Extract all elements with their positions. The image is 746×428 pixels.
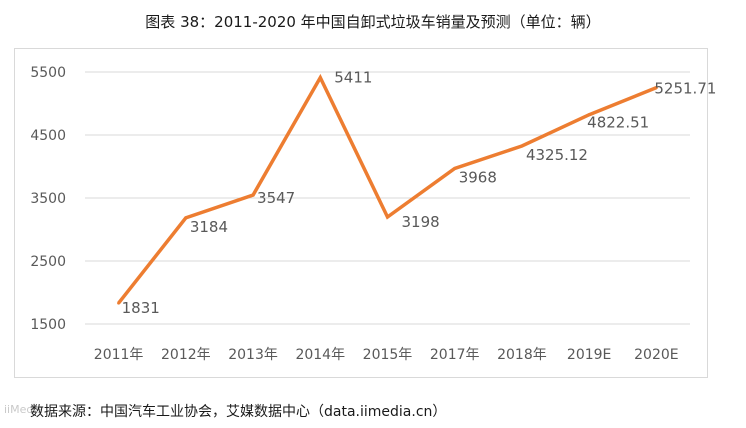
data-point xyxy=(520,144,524,148)
series-polyline xyxy=(117,73,658,305)
y-tick-label: 3500 xyxy=(30,191,66,207)
x-tick-label: 2011年 xyxy=(94,347,144,363)
x-tick-label: 2020E xyxy=(634,347,678,363)
data-label: 5411 xyxy=(334,69,372,87)
x-tick-label: 2017年 xyxy=(430,347,480,363)
chart-frame xyxy=(14,48,708,378)
data-point xyxy=(453,167,457,171)
chart-title: 图表 38：2011-2020 年中国自卸式垃圾车销量及预测（单位：辆） xyxy=(145,13,601,31)
data-label: 4822.51 xyxy=(587,114,649,132)
y-tick-label: 2500 xyxy=(30,254,66,270)
y-tick-label: 1500 xyxy=(30,317,66,333)
data-point xyxy=(386,215,389,219)
data-label: 3547 xyxy=(257,189,295,207)
data-label: 5251.71 xyxy=(654,80,716,98)
x-tick-label: 2019E xyxy=(567,347,611,363)
data-point xyxy=(184,216,188,220)
data-label: 3184 xyxy=(190,218,228,236)
y-tick-label: 5500 xyxy=(30,65,66,81)
data-labels: 1831 3184 3547 5411 3198 3968 4325.12 4822.51 52… xyxy=(122,69,717,318)
data-label: 4325.12 xyxy=(526,146,588,164)
x-axis-ticks: 2011年 2012年 2013年 2014年 2015年 2017年 2018年 2019E… xyxy=(94,347,679,363)
series-line xyxy=(117,73,658,305)
data-label: 3198 xyxy=(402,213,440,231)
y-tick-label: 4500 xyxy=(30,128,66,144)
data-point xyxy=(587,113,591,117)
data-point xyxy=(251,193,255,197)
y-axis-ticks: 1500 2500 3500 4500 5500 xyxy=(30,65,66,333)
data-point xyxy=(117,301,121,305)
x-tick-label: 2012年 xyxy=(161,347,211,363)
watermark: iiMedia xyxy=(4,403,44,416)
data-point xyxy=(654,86,658,90)
x-tick-label: 2018年 xyxy=(497,347,547,363)
x-tick-label: 2015年 xyxy=(363,347,413,363)
data-point xyxy=(318,76,322,80)
gridlines xyxy=(85,71,690,325)
source-note: 数据来源：中国汽车工业协会，艾媒数据中心（data.iimedia.cn） xyxy=(30,404,447,420)
data-label: 1831 xyxy=(122,299,160,317)
x-tick-label: 2013年 xyxy=(228,347,278,363)
x-tick-label: 2014年 xyxy=(295,347,345,363)
data-label: 3968 xyxy=(459,169,497,187)
